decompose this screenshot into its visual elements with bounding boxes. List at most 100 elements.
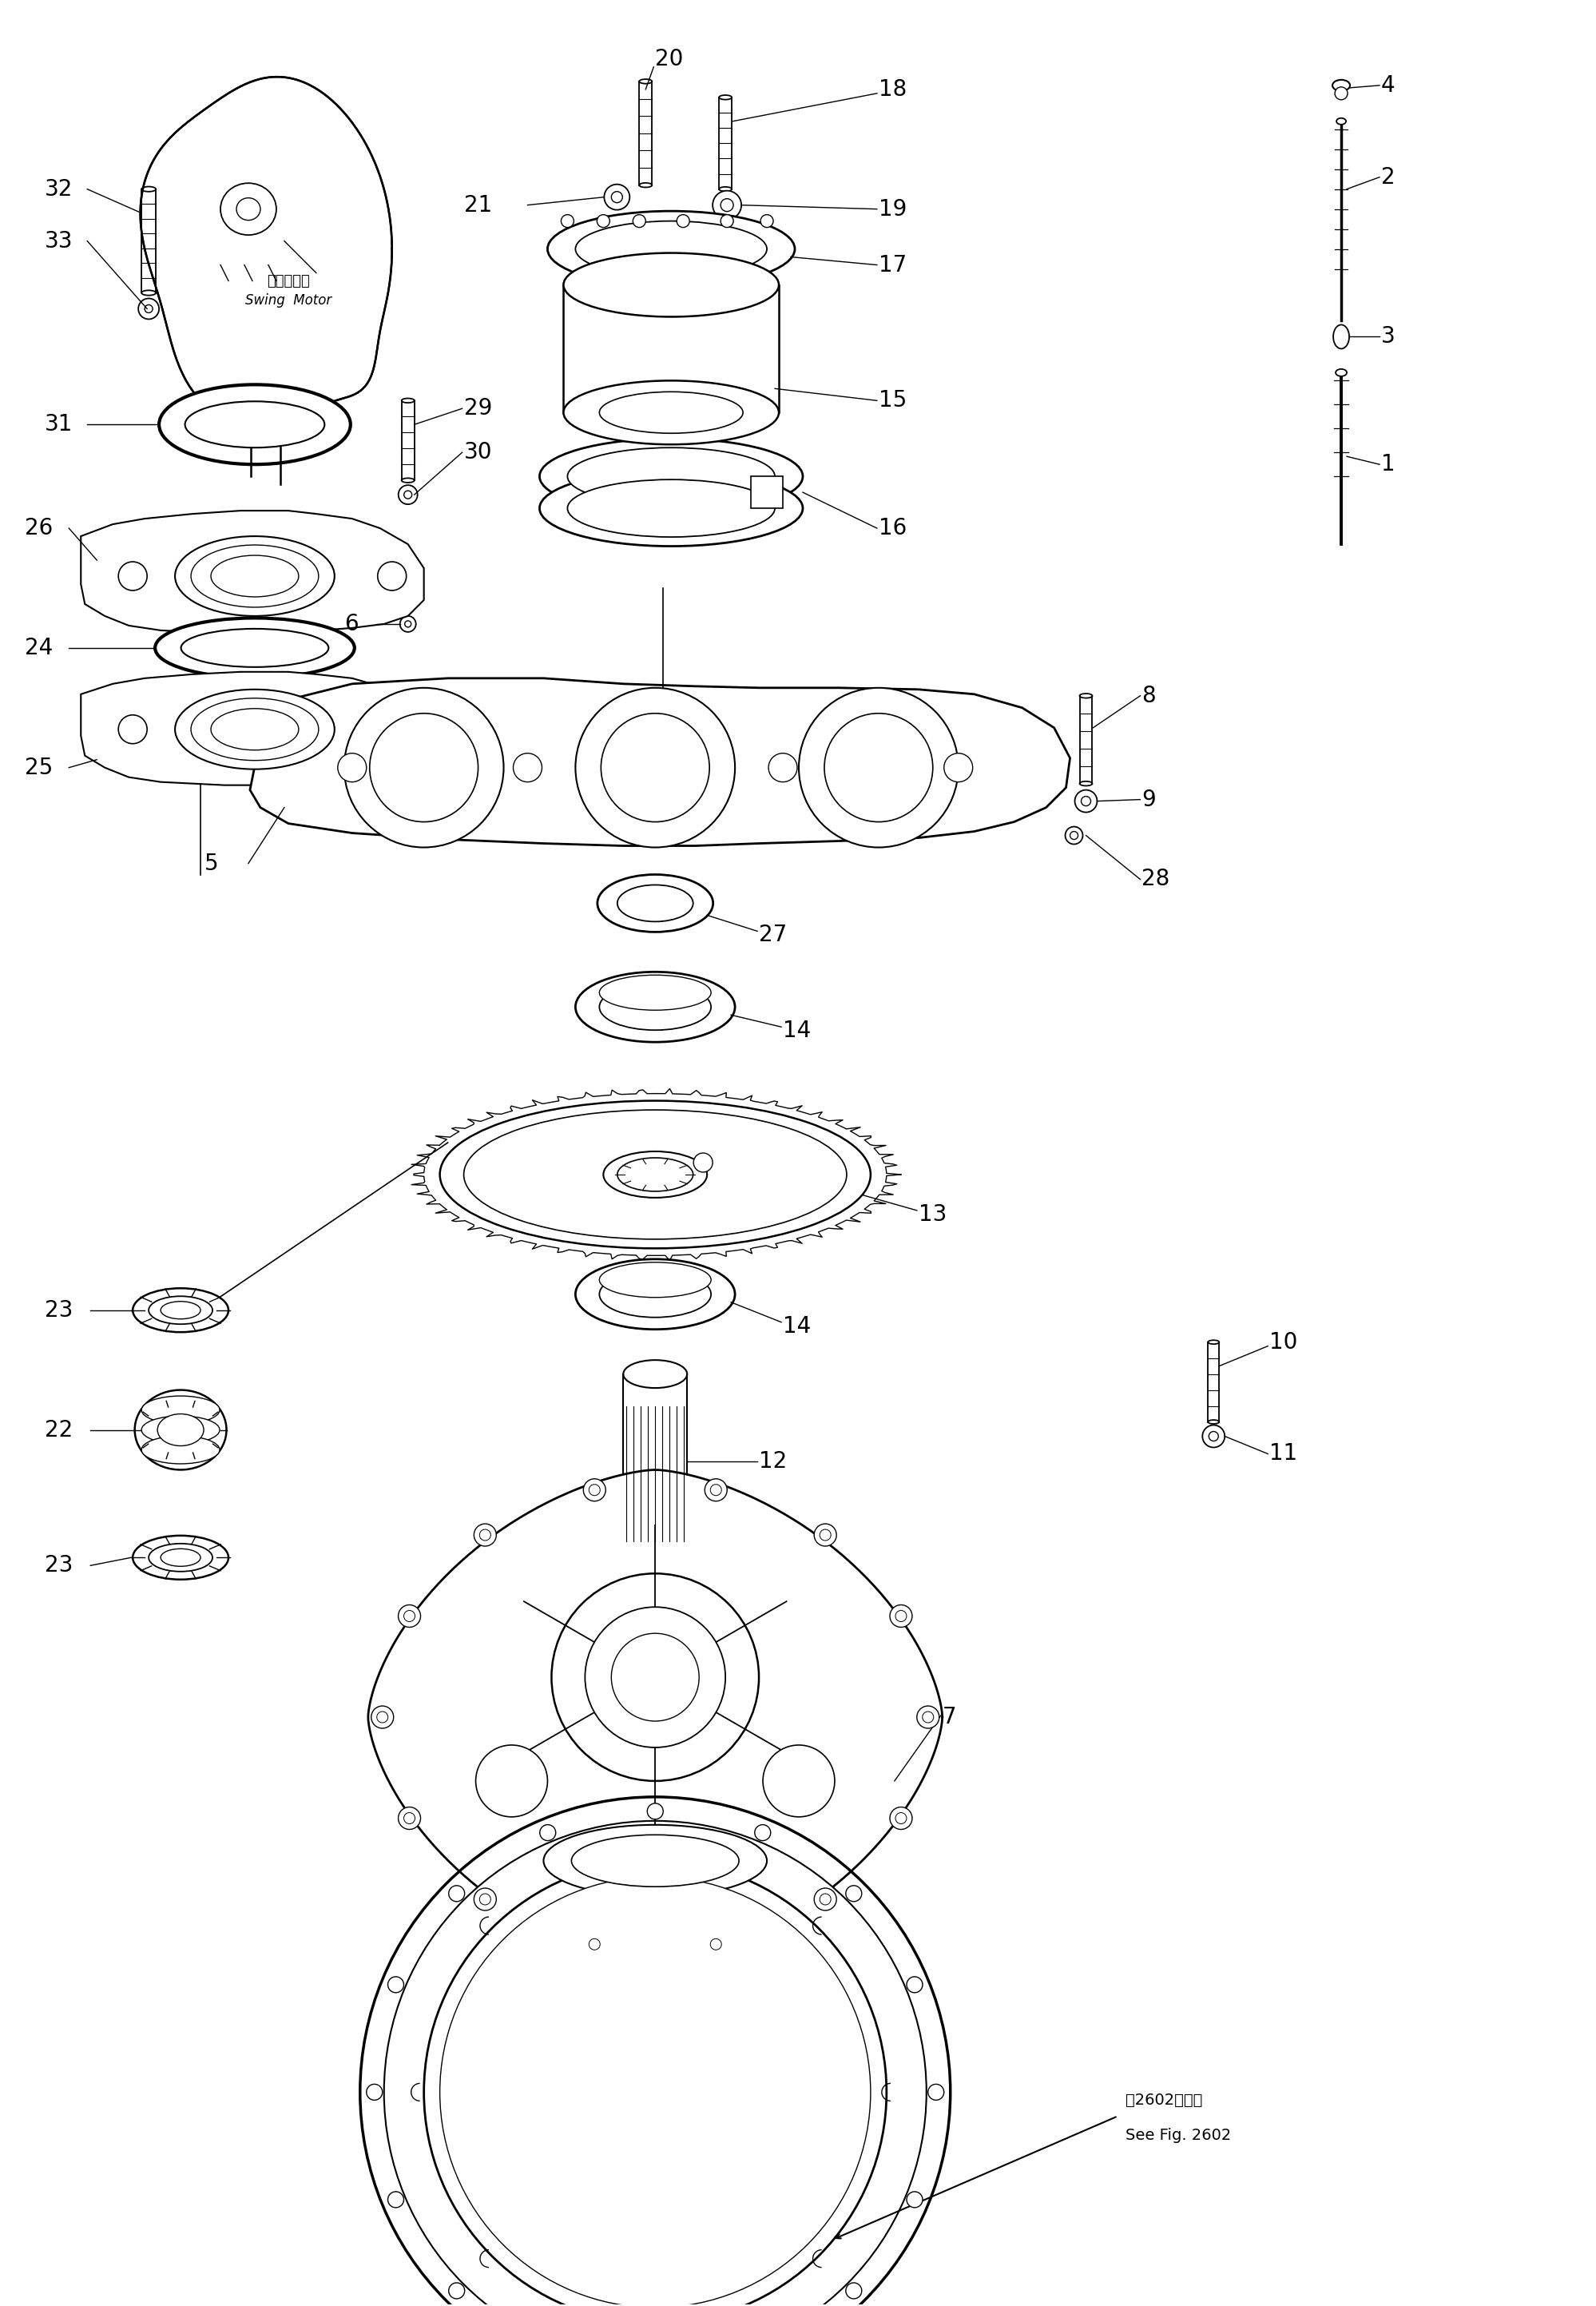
Ellipse shape [563, 254, 779, 316]
Text: 14: 14 [784, 1314, 811, 1337]
Text: 22: 22 [45, 1418, 73, 1441]
Ellipse shape [568, 480, 776, 537]
Ellipse shape [142, 187, 156, 191]
Ellipse shape [576, 1259, 736, 1328]
Circle shape [539, 1824, 555, 1840]
Ellipse shape [1336, 118, 1345, 125]
Circle shape [440, 1877, 870, 2306]
Ellipse shape [142, 291, 156, 295]
Ellipse shape [640, 182, 653, 187]
Ellipse shape [132, 1289, 228, 1333]
Text: 14: 14 [784, 1019, 811, 1042]
Ellipse shape [1333, 325, 1349, 348]
Text: 6: 6 [345, 613, 358, 634]
Ellipse shape [720, 95, 733, 99]
Ellipse shape [600, 1271, 712, 1317]
Ellipse shape [1208, 1340, 1219, 1344]
Ellipse shape [539, 438, 803, 514]
Ellipse shape [161, 1550, 201, 1566]
Circle shape [895, 1813, 907, 1824]
Text: 26: 26 [26, 517, 53, 540]
Text: 33: 33 [45, 231, 73, 251]
Ellipse shape [720, 187, 733, 191]
Circle shape [404, 1610, 415, 1621]
Circle shape [1334, 88, 1347, 99]
Ellipse shape [211, 708, 298, 749]
Polygon shape [412, 1088, 900, 1261]
Ellipse shape [148, 1296, 212, 1324]
Text: 18: 18 [878, 78, 907, 101]
Ellipse shape [618, 1158, 693, 1192]
Circle shape [476, 1746, 547, 1817]
Circle shape [372, 1706, 394, 1727]
Text: 旋回モータ: 旋回モータ [267, 274, 310, 288]
Ellipse shape [640, 78, 653, 83]
Circle shape [798, 687, 958, 846]
Circle shape [1080, 796, 1090, 805]
Circle shape [576, 687, 736, 846]
Circle shape [891, 1808, 913, 1829]
Text: 30: 30 [464, 440, 492, 464]
Ellipse shape [576, 971, 736, 1042]
Circle shape [916, 1706, 938, 1727]
Circle shape [710, 1939, 721, 1951]
Circle shape [605, 184, 630, 210]
Ellipse shape [402, 477, 415, 482]
Text: 32: 32 [45, 178, 73, 201]
Text: Swing  Motor: Swing Motor [246, 293, 332, 309]
Circle shape [377, 1711, 388, 1723]
Ellipse shape [185, 401, 324, 447]
Ellipse shape [1333, 81, 1350, 90]
Polygon shape [251, 678, 1069, 846]
Circle shape [922, 1711, 934, 1723]
Text: 第2602図参照: 第2602図参照 [1125, 2094, 1203, 2108]
Circle shape [139, 297, 160, 318]
Ellipse shape [539, 470, 803, 547]
Circle shape [514, 754, 543, 782]
Circle shape [814, 1889, 836, 1909]
Circle shape [361, 1796, 950, 2306]
Circle shape [814, 1524, 836, 1545]
Circle shape [1065, 826, 1082, 844]
Text: 23: 23 [45, 1298, 73, 1321]
Ellipse shape [624, 1536, 688, 1563]
Circle shape [562, 214, 575, 228]
Circle shape [399, 484, 418, 505]
Text: 25: 25 [26, 756, 53, 779]
Ellipse shape [618, 886, 693, 922]
Text: 8: 8 [1141, 685, 1156, 708]
Ellipse shape [176, 537, 335, 616]
Circle shape [118, 563, 147, 590]
Ellipse shape [132, 1536, 228, 1580]
Circle shape [763, 1746, 835, 1817]
Ellipse shape [544, 1824, 768, 1896]
Ellipse shape [600, 1261, 712, 1298]
Ellipse shape [464, 1109, 846, 1238]
Ellipse shape [597, 874, 713, 932]
Circle shape [589, 1485, 600, 1497]
Circle shape [1069, 832, 1077, 839]
Circle shape [370, 713, 479, 821]
Circle shape [705, 1932, 728, 1955]
Circle shape [385, 1822, 926, 2306]
Circle shape [648, 1803, 664, 1819]
Circle shape [824, 713, 932, 821]
Text: 29: 29 [464, 397, 492, 420]
Bar [563, 286, 779, 413]
Ellipse shape [158, 1414, 204, 1446]
Text: 21: 21 [464, 194, 492, 217]
Circle shape [634, 214, 646, 228]
Ellipse shape [180, 630, 329, 666]
Circle shape [479, 1893, 490, 1905]
Circle shape [448, 2283, 464, 2299]
Ellipse shape [603, 1151, 707, 1197]
Bar [752, 477, 784, 507]
Text: 16: 16 [878, 517, 907, 540]
Polygon shape [140, 76, 393, 434]
Text: 10: 10 [1269, 1331, 1298, 1354]
Ellipse shape [160, 385, 351, 464]
Circle shape [378, 715, 407, 743]
Circle shape [338, 754, 367, 782]
Circle shape [584, 1932, 605, 1955]
Polygon shape [369, 1469, 942, 1965]
